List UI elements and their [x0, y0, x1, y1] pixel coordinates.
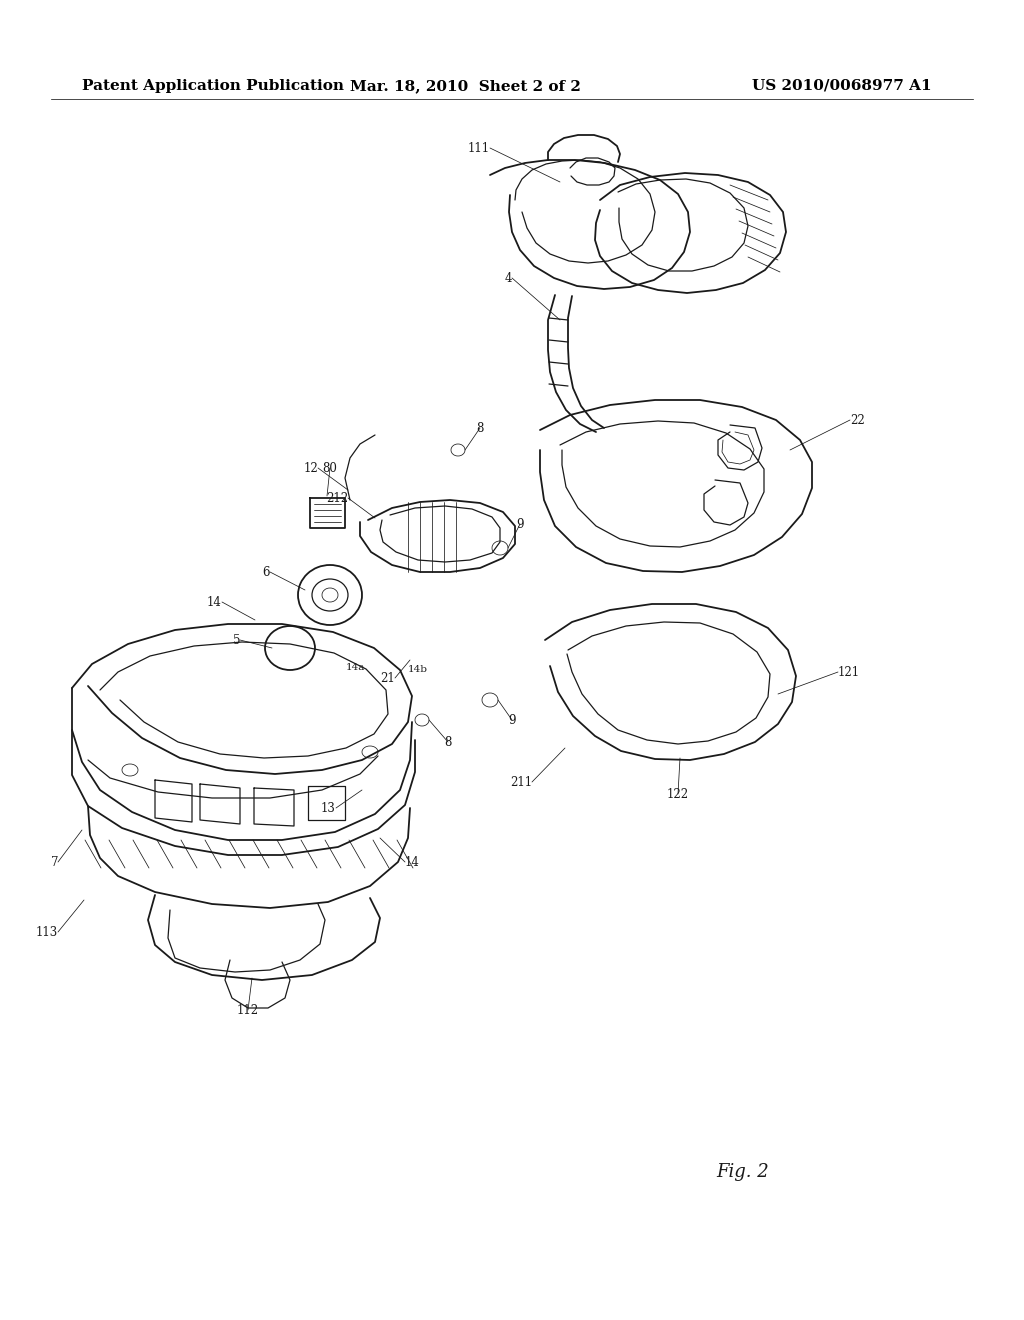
Text: 5: 5: [232, 634, 240, 647]
Text: 211: 211: [510, 776, 532, 788]
Text: 111: 111: [468, 141, 490, 154]
Text: 112: 112: [237, 1003, 259, 1016]
Text: Mar. 18, 2010  Sheet 2 of 2: Mar. 18, 2010 Sheet 2 of 2: [350, 79, 582, 92]
Text: 14: 14: [207, 595, 222, 609]
Text: 80: 80: [323, 462, 338, 474]
Text: 212: 212: [326, 491, 348, 504]
Text: 22: 22: [850, 413, 864, 426]
Text: 9: 9: [508, 714, 516, 726]
Text: 122: 122: [667, 788, 689, 800]
Text: 8: 8: [444, 735, 452, 748]
Text: 8: 8: [476, 421, 483, 434]
Text: Fig. 2: Fig. 2: [716, 1163, 769, 1181]
Text: 21: 21: [380, 672, 395, 685]
Text: 121: 121: [838, 665, 860, 678]
Text: 12: 12: [303, 462, 318, 474]
Text: 14: 14: [406, 855, 420, 869]
Text: 14b: 14b: [408, 665, 428, 675]
Text: 4: 4: [505, 272, 512, 285]
Text: 6: 6: [262, 565, 270, 578]
Text: 113: 113: [36, 925, 58, 939]
Text: Patent Application Publication: Patent Application Publication: [82, 79, 344, 92]
Text: 13: 13: [322, 801, 336, 814]
Text: 7: 7: [50, 855, 58, 869]
Text: US 2010/0068977 A1: US 2010/0068977 A1: [753, 79, 932, 92]
Text: 9: 9: [516, 517, 523, 531]
Text: 14a: 14a: [345, 664, 365, 672]
